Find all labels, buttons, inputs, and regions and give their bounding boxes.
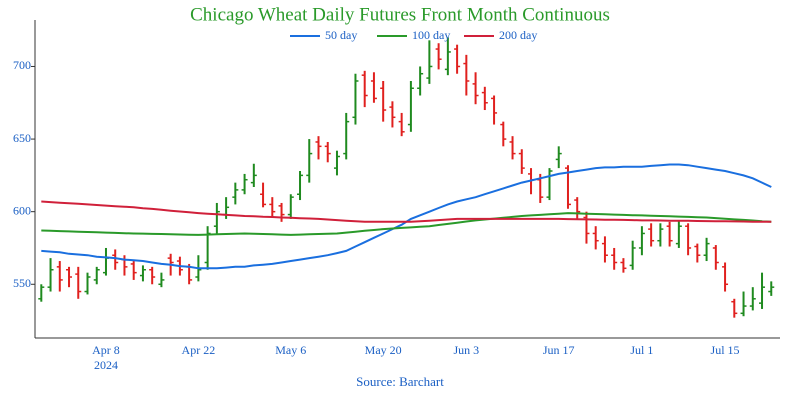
- x-year-label: 2024: [94, 358, 118, 372]
- x-tick-label: Jul 15: [711, 343, 740, 357]
- ma-line: [41, 212, 772, 236]
- y-tick-label: 600: [13, 203, 31, 217]
- x-tick-label: May 20: [365, 343, 402, 357]
- y-tick-label: 650: [13, 131, 31, 145]
- y-tick-label: 550: [13, 276, 31, 290]
- source-note: Source: Barchart: [356, 374, 444, 389]
- legend-label: 100 day: [412, 28, 450, 42]
- x-tick-label: Jun 3: [454, 343, 480, 357]
- ma-line: [41, 200, 772, 223]
- legend-label: 50 day: [325, 28, 357, 42]
- y-tick-label: 700: [13, 58, 31, 72]
- x-tick-label: May 6: [275, 343, 306, 357]
- x-tick-label: Jun 17: [543, 343, 575, 357]
- x-tick-label: Jul 1: [630, 343, 653, 357]
- chart-title: Chicago Wheat Daily Futures Front Month …: [190, 4, 610, 25]
- x-tick-label: Apr 8: [92, 343, 120, 357]
- x-tick-label: Apr 22: [182, 343, 216, 357]
- legend-label: 200 day: [499, 28, 537, 42]
